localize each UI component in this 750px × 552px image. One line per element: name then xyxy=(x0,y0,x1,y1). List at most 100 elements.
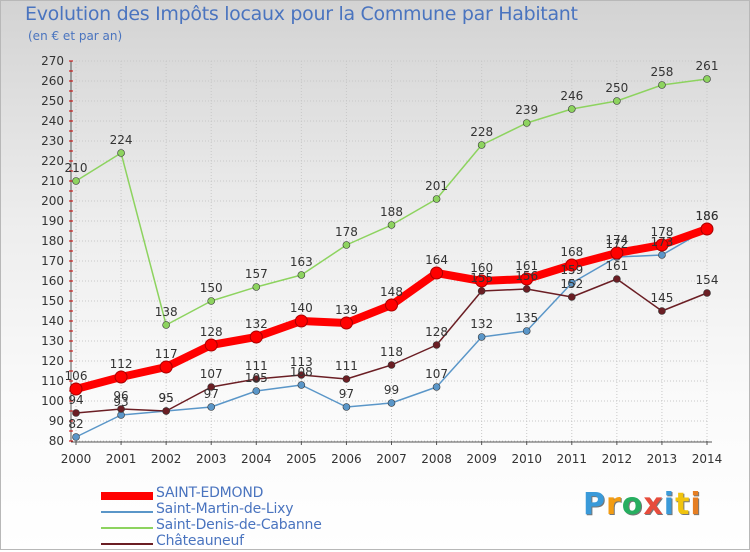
x-tick-label: 2011 xyxy=(557,452,588,466)
data-point xyxy=(159,360,173,374)
x-tick-label: 2005 xyxy=(286,452,317,466)
logo-letter: x xyxy=(643,487,664,522)
data-point xyxy=(655,238,669,252)
data-label: 152 xyxy=(560,277,583,291)
data-point xyxy=(117,149,125,157)
data-label: 161 xyxy=(515,259,538,273)
legend-swatch xyxy=(101,492,153,500)
data-point xyxy=(207,297,216,305)
data-label: 94 xyxy=(68,393,83,407)
data-point xyxy=(72,177,80,185)
data-label: 138 xyxy=(155,305,178,319)
data-label: 93 xyxy=(113,395,128,409)
data-label: 164 xyxy=(425,253,448,267)
x-tick-label: 2006 xyxy=(331,452,362,466)
data-label: 159 xyxy=(560,263,583,277)
data-point xyxy=(565,258,579,272)
y-tick-label: 110 xyxy=(41,374,64,388)
data-label: 96 xyxy=(113,389,128,403)
y-tick-label: 190 xyxy=(41,214,64,228)
data-point xyxy=(567,105,576,113)
y-tick-label: 250 xyxy=(41,94,64,108)
data-point xyxy=(72,409,80,417)
legend-label: Châteauneuf xyxy=(156,533,244,549)
data-label: 82 xyxy=(68,417,83,431)
data-label: 140 xyxy=(290,301,313,315)
y-tick-label: 170 xyxy=(41,254,64,268)
y-tick-label: 220 xyxy=(41,154,64,168)
logo-letter: o xyxy=(621,487,644,522)
data-label: 173 xyxy=(650,235,673,249)
data-point xyxy=(342,375,351,383)
data-label: 139 xyxy=(335,303,358,317)
legend-label: Saint-Martin-de-Lixy xyxy=(156,501,294,517)
y-tick-label: 160 xyxy=(41,274,64,288)
data-label: 258 xyxy=(650,65,673,79)
data-label: 145 xyxy=(650,291,673,305)
y-tick-label: 180 xyxy=(41,234,64,248)
data-point xyxy=(252,375,261,383)
data-label: 111 xyxy=(335,359,358,373)
data-label: 156 xyxy=(515,269,538,283)
data-point xyxy=(658,251,666,259)
data-label: 132 xyxy=(245,317,268,331)
data-label: 163 xyxy=(290,255,313,269)
data-label: 174 xyxy=(605,233,628,247)
data-point xyxy=(477,287,486,295)
data-point xyxy=(520,272,534,286)
data-point xyxy=(297,381,306,389)
x-tick-label: 2004 xyxy=(241,452,272,466)
data-label: 186 xyxy=(696,209,719,223)
data-point xyxy=(385,298,398,312)
y-tick-label: 230 xyxy=(41,134,64,148)
data-point xyxy=(522,119,531,127)
logo-letter: P xyxy=(583,487,606,522)
x-tick-label: 2003 xyxy=(196,452,227,466)
data-point xyxy=(162,321,170,329)
data-label: 246 xyxy=(560,89,583,103)
data-label: 228 xyxy=(470,125,493,139)
data-label: 178 xyxy=(650,225,673,239)
data-label: 157 xyxy=(245,267,268,281)
axis-layer: 8090100110120130140150160170180190200210… xyxy=(41,54,722,466)
legend-swatch xyxy=(101,543,153,545)
y-tick-label: 260 xyxy=(41,74,64,88)
data-label: 107 xyxy=(425,367,448,381)
data-point xyxy=(430,266,444,280)
data-point xyxy=(387,399,396,407)
legend-label: SAINT-EDMOND xyxy=(156,485,264,501)
y-tick-label: 130 xyxy=(41,334,64,348)
data-point xyxy=(477,333,486,341)
data-label: 261 xyxy=(696,59,719,73)
data-point xyxy=(477,141,486,149)
legend-swatch xyxy=(101,511,153,513)
x-tick-label: 2014 xyxy=(692,452,723,466)
series-layer xyxy=(69,75,714,441)
y-tick-label: 240 xyxy=(41,114,64,128)
data-label: 154 xyxy=(696,273,719,287)
data-point xyxy=(610,246,624,260)
data-label: 239 xyxy=(515,103,538,117)
data-label: 178 xyxy=(335,225,358,239)
data-label: 111 xyxy=(245,359,268,373)
proxiti-logo: Proxiti xyxy=(583,487,702,522)
data-label: 118 xyxy=(380,345,403,359)
data-label: 117 xyxy=(155,347,178,361)
data-point xyxy=(432,383,441,391)
x-tick-label: 2001 xyxy=(106,452,137,466)
y-tick-label: 100 xyxy=(41,394,64,408)
data-label: 161 xyxy=(605,259,628,273)
data-point xyxy=(342,241,351,249)
data-label: 160 xyxy=(470,261,493,275)
data-label: 128 xyxy=(425,325,448,339)
data-point xyxy=(207,383,216,391)
data-point xyxy=(700,222,714,236)
data-label: 105 xyxy=(245,371,268,385)
x-tick-label: 2012 xyxy=(602,452,633,466)
data-point xyxy=(522,285,531,293)
data-label: 135 xyxy=(515,311,538,325)
y-tick-label: 150 xyxy=(41,294,64,308)
chart-title: Evolution des Impôts locaux pour la Comm… xyxy=(25,3,578,25)
x-tick-label: 2000 xyxy=(61,452,92,466)
